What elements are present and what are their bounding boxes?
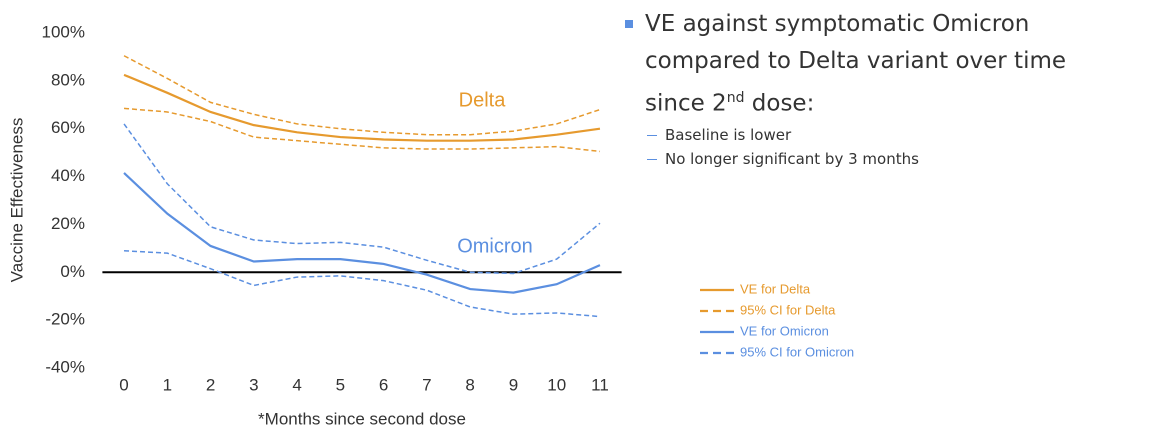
y-tick-label: 80% xyxy=(51,70,85,89)
annotation: Omicron xyxy=(457,235,533,257)
heading: compared to Delta variant over time xyxy=(625,43,1066,80)
legend-label: VE for Omicron xyxy=(740,323,829,338)
x-tick-label: 0 xyxy=(119,375,128,394)
ci-line xyxy=(123,55,601,136)
x-tick-label: 10 xyxy=(547,375,566,394)
superscript: nd xyxy=(726,90,745,106)
ve-line xyxy=(123,73,601,142)
legend-label: VE for Delta xyxy=(740,281,811,296)
ci-line xyxy=(123,107,601,153)
y-axis-title: Vaccine Effectiveness xyxy=(7,118,26,283)
y-tick-label: 100% xyxy=(42,22,85,41)
y-tick-label: 40% xyxy=(51,166,85,185)
item: Baseline is lower xyxy=(625,123,1066,147)
heading-line: since 2 xyxy=(645,90,727,117)
x-tick-label: 6 xyxy=(379,375,388,394)
item: No longer significant by 3 months xyxy=(625,147,1066,171)
y-tick-label: -40% xyxy=(45,357,85,376)
ve-line xyxy=(123,172,601,294)
y-tick-label: -20% xyxy=(45,310,85,329)
x-tick-label: 2 xyxy=(206,375,215,394)
heading-line: dose: xyxy=(744,90,815,117)
item-text: No longer significant by 3 months xyxy=(665,149,919,168)
x-tick-label: 1 xyxy=(163,375,172,394)
heading: VE against symptomatic Omicron xyxy=(625,6,1066,43)
x-tick-label: 5 xyxy=(336,375,345,394)
heading: since 2nd dose: xyxy=(625,80,1066,123)
x-tick-label: 8 xyxy=(465,375,474,394)
x-axis-title: *Months since second dose xyxy=(258,409,466,428)
notes: VE against symptomatic Omicron compared … xyxy=(625,6,1066,171)
heading-line: VE against symptomatic Omicron xyxy=(645,11,1030,37)
heading-line: compared to Delta variant over time xyxy=(645,48,1067,74)
ci-line xyxy=(123,123,601,275)
item-text: Baseline is lower xyxy=(665,125,792,144)
legend-label: 95% CI for Delta xyxy=(740,302,836,317)
y-tick-label: 60% xyxy=(51,118,85,137)
annotation: Delta xyxy=(459,89,507,111)
x-tick-label: 7 xyxy=(422,375,431,394)
x-tick-label: 3 xyxy=(249,375,258,394)
x-tick-label: 11 xyxy=(591,375,609,394)
y-tick-label: 20% xyxy=(51,214,85,233)
legend-label: 95% CI for Omicron xyxy=(740,344,854,359)
x-tick-label: 4 xyxy=(292,375,301,394)
x-tick-label: 9 xyxy=(509,375,518,394)
ci-line xyxy=(123,250,601,318)
y-tick-label: 0% xyxy=(60,262,85,281)
